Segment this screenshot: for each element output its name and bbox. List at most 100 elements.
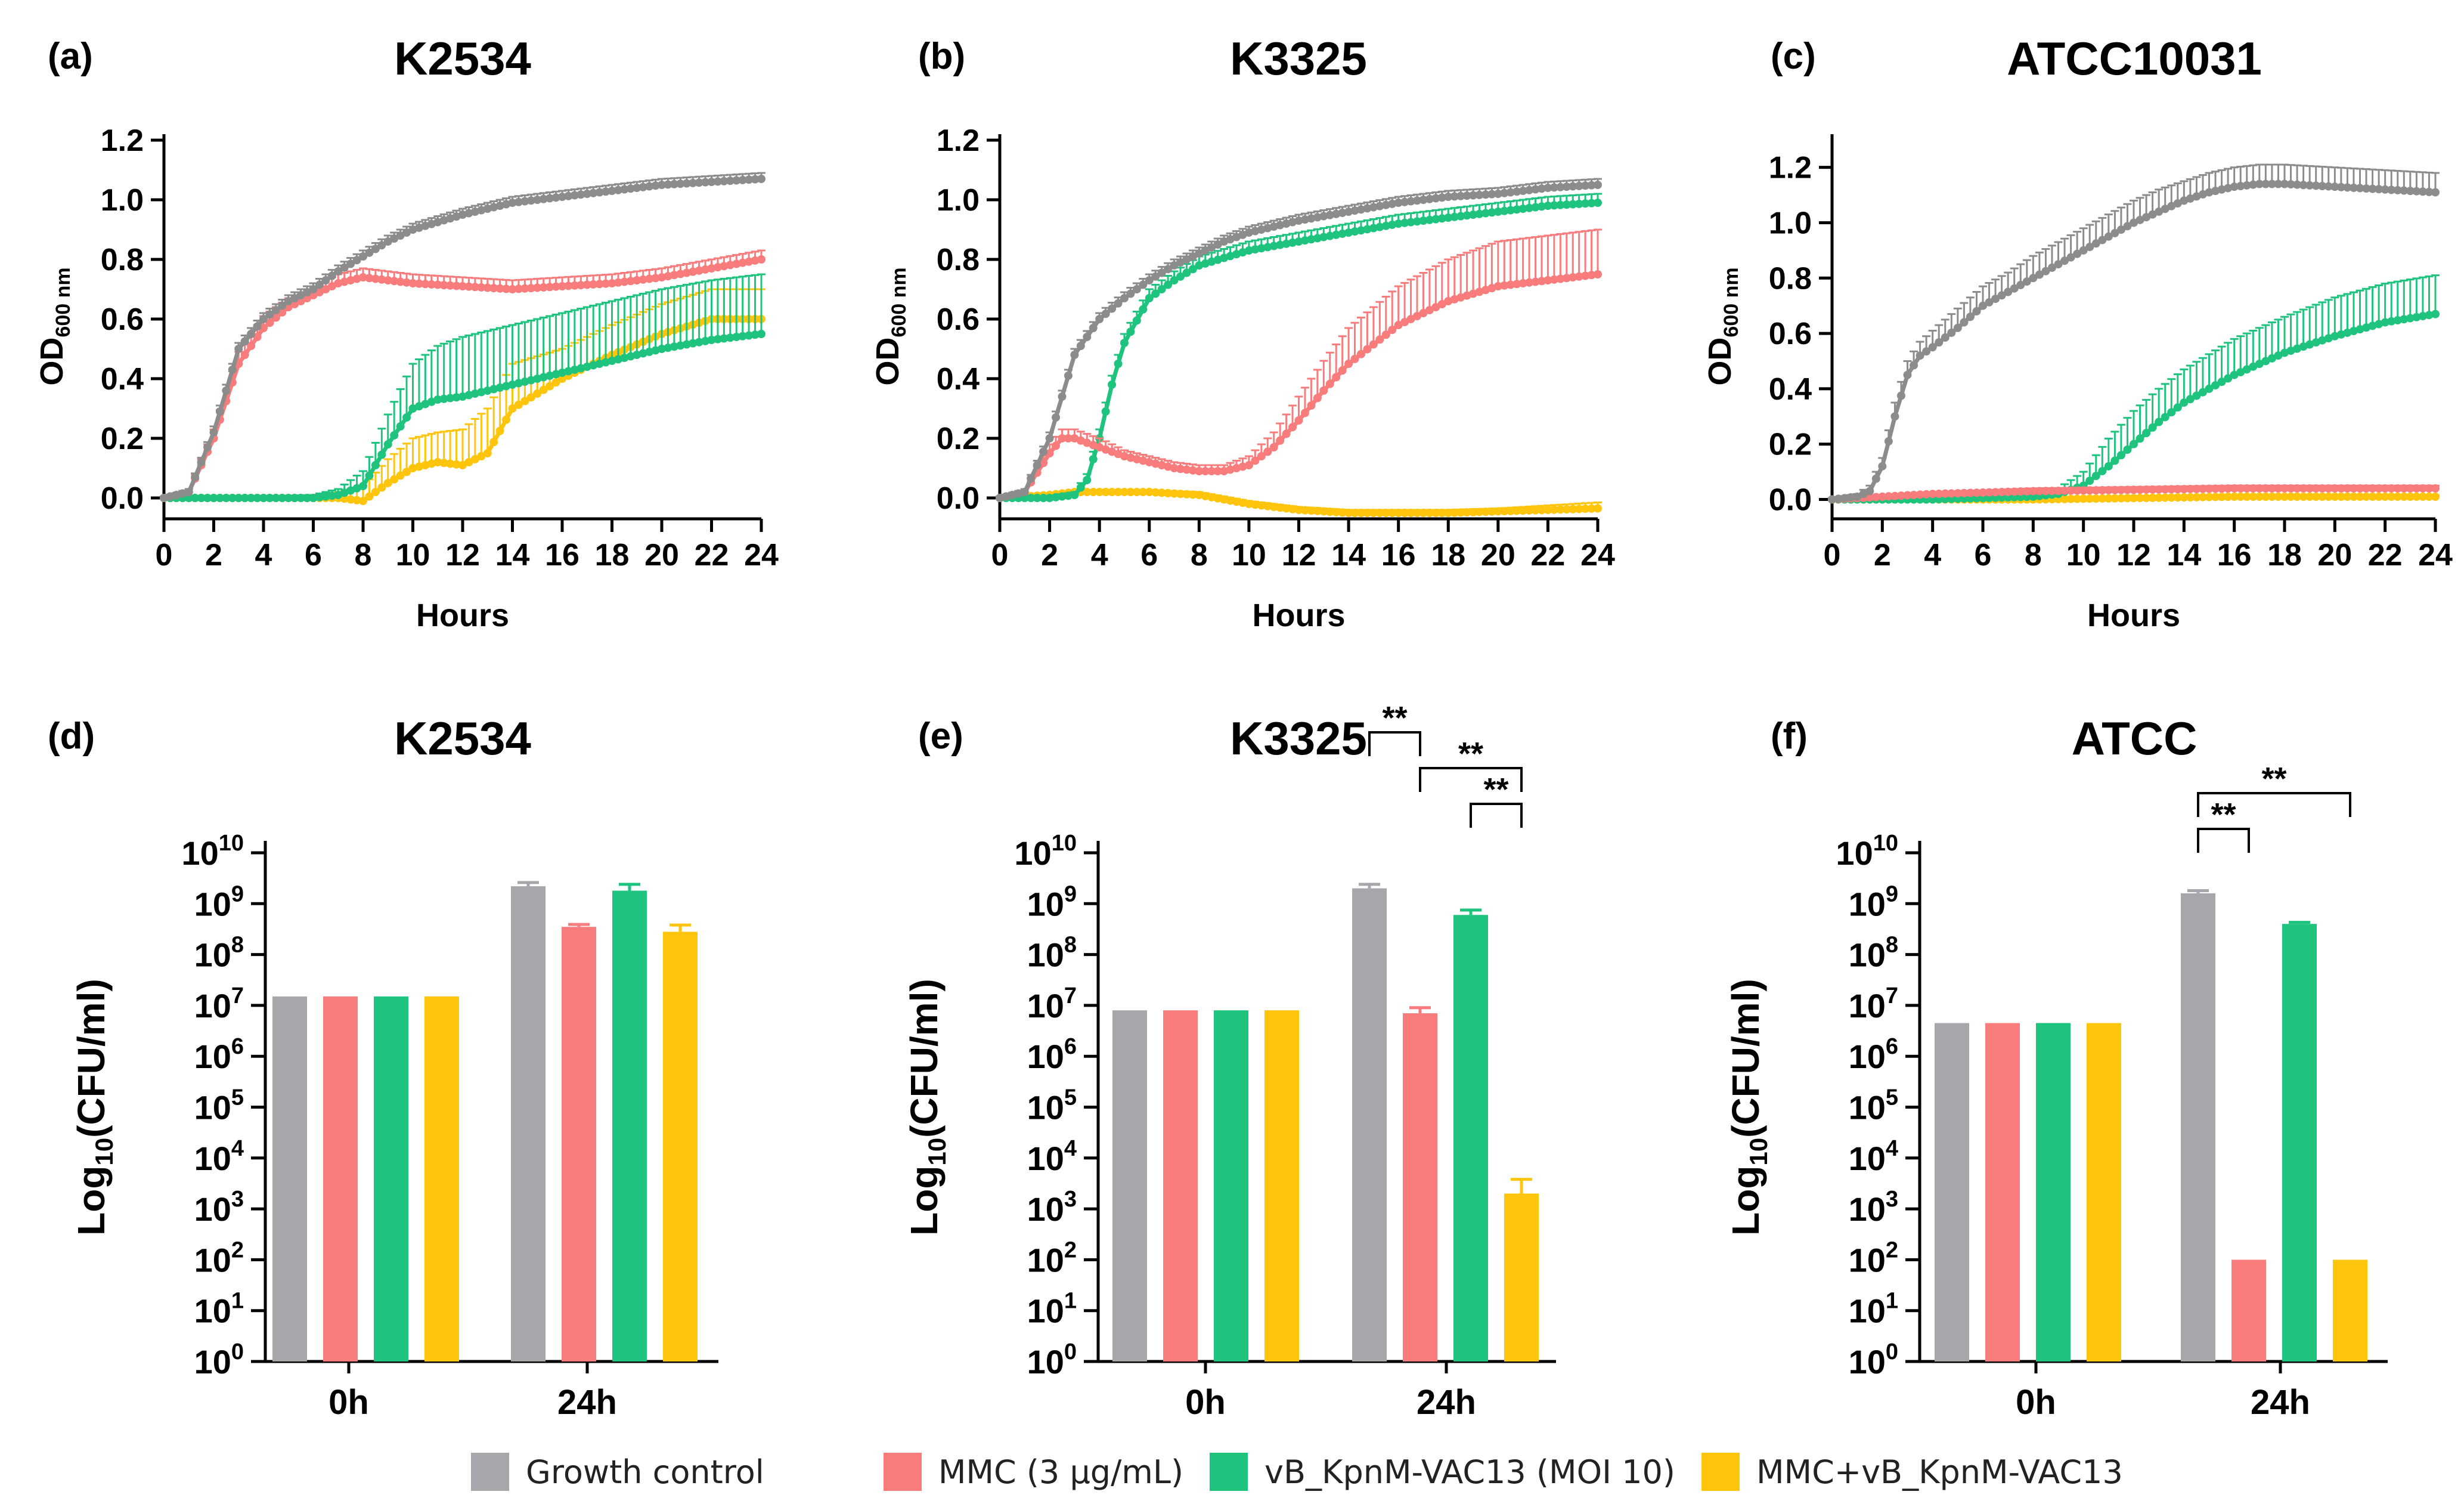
data-point <box>340 494 349 503</box>
data-point <box>1450 508 1459 517</box>
data-point <box>2148 423 2157 432</box>
data-point <box>2029 487 2038 496</box>
data-point <box>639 275 647 284</box>
y-tick-label: 1.2 <box>1769 151 1812 185</box>
data-point <box>1462 211 1471 220</box>
data-point <box>340 277 349 286</box>
data-point <box>2249 492 2258 501</box>
data-point <box>470 208 479 216</box>
data-point <box>334 279 343 287</box>
y-tick-label: 105 <box>1027 1085 1077 1127</box>
x-tick-label: 20 <box>2317 538 2352 573</box>
data-point <box>726 177 734 185</box>
data-point <box>526 196 535 205</box>
data-point <box>1544 276 1552 284</box>
data-point <box>240 351 249 359</box>
data-point <box>689 339 698 348</box>
data-point <box>658 273 666 281</box>
data-point <box>2192 192 2201 201</box>
data-point <box>1313 506 1322 515</box>
data-point <box>1176 258 1185 267</box>
data-point <box>1916 351 1924 360</box>
data-point <box>228 494 237 502</box>
data-point <box>209 494 218 502</box>
data-point <box>520 284 529 293</box>
data-point <box>732 259 741 268</box>
data-point <box>2318 336 2327 345</box>
data-point <box>359 252 367 261</box>
legend-swatch <box>471 1453 509 1491</box>
data-point <box>2293 344 2302 353</box>
data-point <box>408 279 417 287</box>
data-point <box>1319 386 1328 395</box>
significance-bracket <box>1368 731 1421 756</box>
data-point <box>470 389 479 398</box>
data-point <box>421 461 430 469</box>
data-point <box>2368 492 2377 501</box>
data-point <box>2375 320 2384 329</box>
y-tick-label: 0.4 <box>937 362 980 397</box>
data-point <box>2418 187 2427 196</box>
data-point <box>464 282 473 291</box>
data-point <box>1350 509 1359 517</box>
data-point <box>247 342 256 350</box>
data-point <box>539 385 548 394</box>
data-point <box>2324 492 2333 501</box>
data-point <box>495 202 504 210</box>
data-point <box>2236 492 2245 501</box>
data-point <box>2167 493 2176 502</box>
data-point <box>1846 493 1855 502</box>
significance-label: ** <box>2211 797 2236 833</box>
data-point <box>2173 493 2182 502</box>
y-tick-label: 109 <box>194 881 244 923</box>
data-point <box>1095 488 1104 496</box>
data-point <box>278 494 287 502</box>
data-point <box>452 460 461 469</box>
data-point <box>315 288 324 296</box>
data-point <box>203 443 212 451</box>
x-tick-label: 24 <box>744 538 779 573</box>
data-point <box>458 282 467 290</box>
data-point <box>483 205 492 213</box>
data-point <box>2324 182 2333 191</box>
data-point <box>2230 492 2239 501</box>
data-point <box>1469 191 1478 200</box>
data-point <box>1220 467 1229 475</box>
x-tick-label: 14 <box>495 538 530 573</box>
data-point <box>284 297 293 305</box>
data-point <box>1276 240 1285 249</box>
data-point <box>720 334 729 343</box>
data-point <box>2280 484 2289 493</box>
y-tick-label: 104 <box>1027 1136 1077 1177</box>
data-point <box>483 386 492 395</box>
data-point <box>2362 184 2371 193</box>
legend-swatch <box>1210 1453 1248 1491</box>
bar-phage <box>2036 1023 2071 1361</box>
data-point <box>2211 484 2220 493</box>
data-point <box>1338 229 1347 238</box>
data-point <box>2425 492 2434 501</box>
data-point <box>1475 508 1484 516</box>
data-point <box>1575 181 1583 190</box>
data-point <box>1269 503 1278 511</box>
data-point <box>2242 492 2251 501</box>
data-point <box>1120 452 1129 460</box>
data-point <box>439 394 448 403</box>
x-tick-label: 14 <box>2167 538 2201 573</box>
data-point <box>1076 342 1085 350</box>
series-phage <box>1828 274 2440 504</box>
y-tick-label: 1.0 <box>937 183 980 218</box>
data-point <box>1170 464 1179 472</box>
data-point <box>2267 354 2276 363</box>
y-tick-label: 0.6 <box>1769 317 1812 351</box>
data-point <box>626 277 635 286</box>
data-point <box>2362 484 2371 493</box>
data-point <box>1375 202 1384 211</box>
data-point <box>2305 340 2314 349</box>
data-point <box>1325 379 1334 388</box>
data-point <box>2041 267 2050 276</box>
data-point <box>1419 216 1428 225</box>
data-point <box>726 333 734 342</box>
data-point <box>645 274 654 283</box>
